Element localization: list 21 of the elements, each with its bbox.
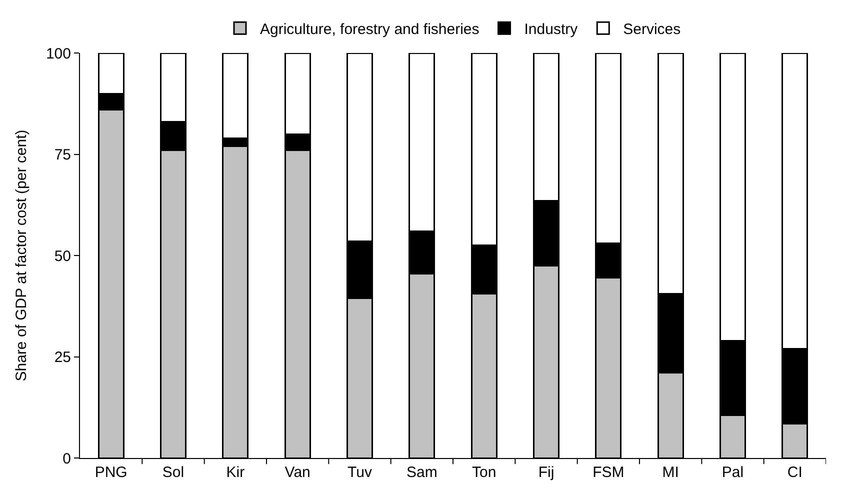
x-tick-label: Tuv xyxy=(348,464,372,481)
x-tick-label: Sol xyxy=(162,464,184,481)
x-tick-label: FSM xyxy=(592,464,624,481)
y-tick-label: 25 xyxy=(54,349,71,366)
x-tick-label: Kir xyxy=(226,464,245,481)
legend-label: Agriculture, forestry and fisheries xyxy=(260,21,480,38)
x-tick-label: Sam xyxy=(406,464,438,481)
x-tick-label: Van xyxy=(284,464,310,481)
x-tick-label: Ton xyxy=(472,464,496,481)
x-tick-label: Pal xyxy=(722,464,744,481)
legend-label: Industry xyxy=(524,21,578,38)
legend-label: Services xyxy=(623,21,681,38)
y-tick-label: 100 xyxy=(46,45,71,62)
x-tick-label: Fij xyxy=(538,464,554,481)
x-tick-label: CI xyxy=(787,464,802,481)
y-tick-label: 0 xyxy=(62,450,71,468)
y-tick-label: 50 xyxy=(54,248,71,265)
x-tick-label: MI xyxy=(662,464,679,481)
y-axis-title: Share of GDP at factor cost (per cent) xyxy=(13,130,30,382)
x-tick-label: PNG xyxy=(94,464,128,481)
y-tick-label: 75 xyxy=(54,146,71,164)
